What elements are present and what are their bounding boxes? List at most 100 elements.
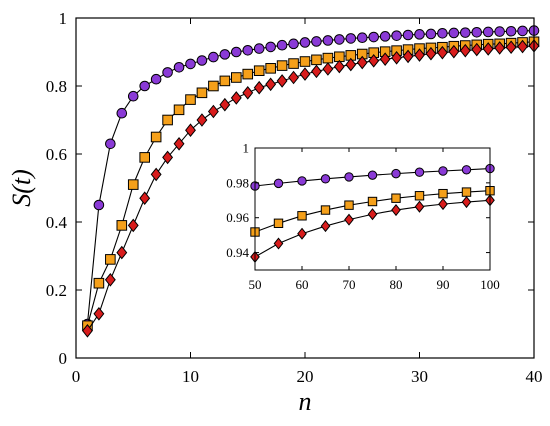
series-1-point (425, 28, 437, 40)
series-3-point (150, 167, 162, 182)
series-3-point (139, 191, 151, 206)
series-3-point (276, 74, 288, 88)
series-2-point (93, 277, 105, 289)
series-3-point (391, 50, 403, 65)
series-1-point (150, 73, 162, 85)
series-1-point (139, 80, 150, 92)
series-3-point (402, 49, 414, 64)
inset-series-1-point (367, 170, 378, 180)
series-1-point (196, 55, 208, 66)
inset-series-1-point (461, 165, 472, 175)
y-axis-label: S(t) (7, 169, 36, 207)
series-3-point (288, 70, 299, 85)
series-1-point (414, 29, 425, 40)
series-3-point (425, 46, 437, 61)
series-1-point (345, 33, 357, 44)
x-tick-label: 30 (411, 367, 428, 386)
series-3-point (471, 42, 483, 57)
series-3-point (253, 80, 265, 95)
series-3-point (219, 97, 231, 112)
series-2-point (288, 58, 299, 69)
series-1-point (322, 35, 334, 46)
series-3-point (379, 52, 391, 66)
inset-x-tick-label: 90 (437, 277, 450, 292)
series-3-point (505, 40, 517, 55)
series-1-point (334, 34, 345, 45)
series-1-point (471, 26, 483, 38)
inset-series-2-point (391, 193, 401, 203)
x-tick-label: 0 (72, 367, 81, 386)
series-1-point (219, 49, 231, 60)
series-1-point (105, 138, 116, 150)
inset-series-2-point (414, 191, 425, 201)
series-2-point (253, 65, 265, 77)
inset-series-1-point (297, 176, 307, 186)
series-2-point (219, 75, 231, 87)
y-tick-label: 0.2 (46, 281, 67, 300)
series-1-point (368, 31, 380, 43)
inset-series-1-point (273, 178, 284, 189)
inset-series-1-point (391, 168, 401, 179)
series-1-point (265, 41, 276, 53)
inset-series-3-point (297, 227, 307, 240)
inset-y-tick-label: 0.96 (226, 210, 249, 225)
inset-x-tick-label: 100 (480, 277, 500, 292)
inset-x-tick-label: 80 (390, 277, 403, 292)
inset-series-3-point (414, 200, 425, 213)
series-1-point (276, 39, 288, 51)
series-3-point (322, 62, 334, 76)
series-1-point (494, 26, 505, 37)
inset-series-2-point (461, 187, 472, 197)
series-3-point (116, 245, 128, 260)
series-1-point (460, 27, 471, 38)
series-2-point (322, 52, 334, 64)
series-3-point (368, 54, 380, 68)
main-plot: 0 10 20 30 40 0 0.2 0.4 0.6 0.8 1 n S(t) (7, 9, 543, 416)
series-3-point (104, 272, 116, 287)
inset-series-2-point (273, 218, 284, 228)
series-3-point (517, 39, 528, 54)
series-1-point (116, 107, 128, 119)
x-tick-label: 20 (297, 367, 314, 386)
series-1-point (127, 90, 139, 102)
series-2-point (150, 131, 162, 143)
series-3-point (494, 41, 506, 55)
series-3-point (173, 136, 185, 151)
series-1-point (253, 43, 265, 54)
series-1-point (356, 32, 368, 44)
y-tick-label: 0.4 (46, 213, 68, 232)
inset-x-tick-label: 60 (296, 277, 309, 292)
series-2-point (139, 152, 150, 163)
x-tick-label: 40 (526, 367, 543, 386)
series-2-point (185, 94, 196, 105)
series-2-point (242, 68, 254, 80)
series-3-point (162, 150, 174, 165)
series-3-point (127, 218, 139, 233)
inset-series-3-point (344, 213, 354, 226)
inset-plot: 50 60 70 80 90 100 0.94 0.96 0.98 1 (226, 141, 500, 293)
series-2-point (196, 87, 208, 99)
inset-series-1-point (438, 166, 448, 176)
inset-y-tick-label: 1 (243, 141, 250, 156)
series-2-point (116, 220, 128, 231)
series-2-point (127, 179, 139, 190)
inset-series-2-point (367, 196, 378, 207)
inset-series-2-point (297, 211, 307, 221)
inset-series-3-point (461, 195, 472, 209)
inset-series-3-point (438, 198, 448, 211)
series-1-point (402, 29, 414, 41)
series-1-point (437, 28, 448, 39)
y-tick-label: 1 (59, 9, 68, 28)
series-1-point (517, 25, 528, 37)
inset-series-2-point (320, 205, 331, 215)
series-3-point (93, 306, 105, 321)
inset-series-3-point (367, 208, 378, 221)
series-3-point (345, 57, 357, 72)
series-2-line (86, 41, 535, 326)
series-1-point (93, 199, 105, 211)
series-1-line (86, 30, 535, 325)
inset-series-1-point (414, 167, 425, 177)
series-1-point (288, 38, 299, 50)
series-1-point (391, 30, 402, 41)
